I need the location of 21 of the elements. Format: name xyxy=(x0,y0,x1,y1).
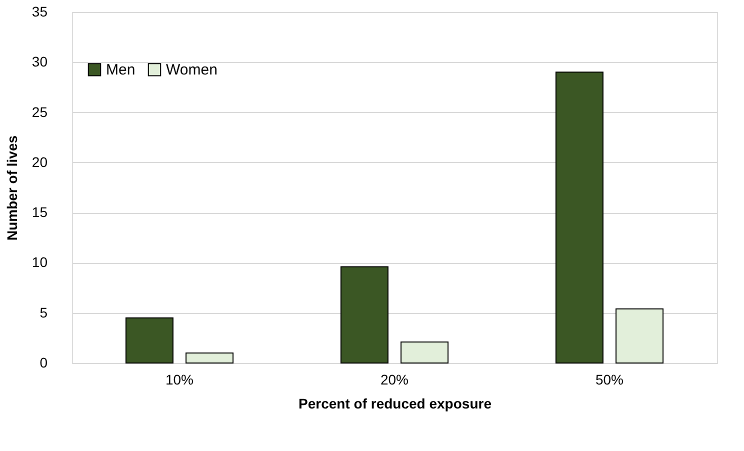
y-axis-title: Number of lives xyxy=(4,135,20,241)
y-tick-label: 15 xyxy=(32,204,48,220)
x-tick-label: 10% xyxy=(165,372,194,388)
legend-label: Men xyxy=(106,62,136,79)
x-axis-title: Percent of reduced exposure xyxy=(298,396,492,412)
y-tick-label: 0 xyxy=(40,354,48,370)
legend-label: Women xyxy=(166,62,218,79)
x-tick-label: 20% xyxy=(380,372,409,388)
bar xyxy=(555,72,604,364)
y-tick-label: 35 xyxy=(32,4,48,20)
y-tick-label: 10 xyxy=(32,254,48,270)
y-tick-label: 30 xyxy=(32,54,48,70)
y-tick-label: 20 xyxy=(32,154,48,170)
x-tick-label: 50% xyxy=(595,372,624,388)
bar xyxy=(186,352,234,364)
y-tick-label: 5 xyxy=(40,304,48,320)
bar xyxy=(340,266,388,364)
bar xyxy=(400,341,449,364)
y-tick-label: 25 xyxy=(32,104,48,120)
bar xyxy=(616,308,664,364)
bar xyxy=(125,317,174,364)
